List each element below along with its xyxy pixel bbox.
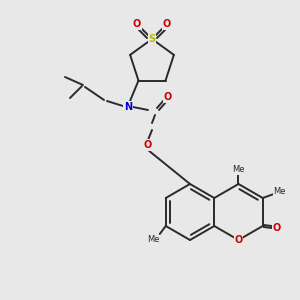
Text: O: O (273, 223, 281, 233)
Text: O: O (133, 19, 141, 29)
Text: Me: Me (148, 236, 160, 244)
Text: Me: Me (274, 187, 286, 196)
Text: S: S (148, 34, 156, 44)
Text: O: O (164, 92, 172, 102)
Text: Me: Me (232, 166, 245, 175)
Text: O: O (163, 19, 171, 29)
Text: N: N (124, 102, 132, 112)
Text: O: O (234, 235, 243, 245)
Text: O: O (144, 140, 152, 150)
